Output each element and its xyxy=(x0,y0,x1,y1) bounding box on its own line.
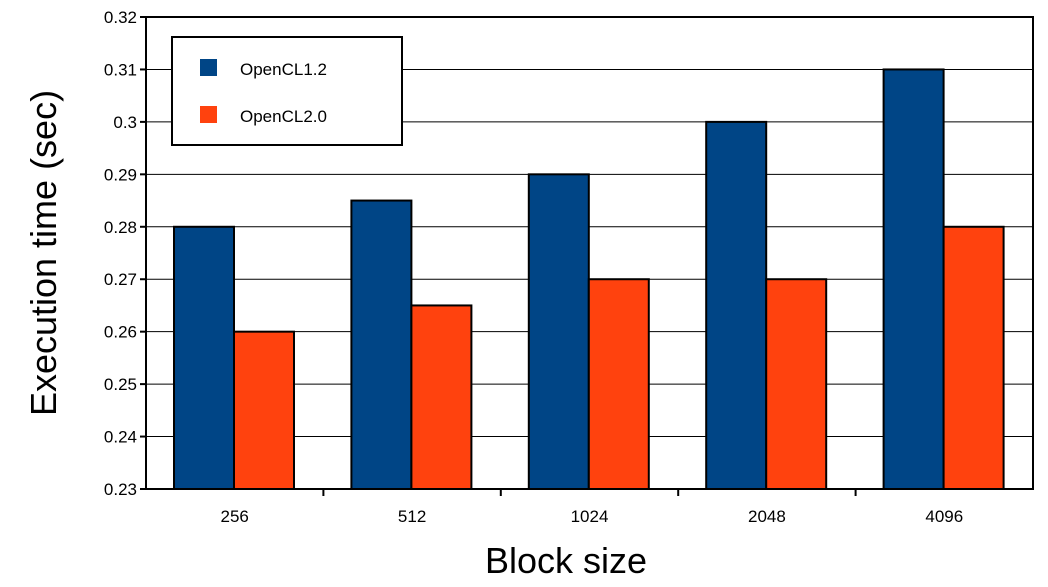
y-tick-label: 0.25 xyxy=(104,375,137,394)
x-axis-title: Block size xyxy=(485,540,647,581)
bar-opencl12-256 xyxy=(173,225,235,490)
bar-opencl12-512 xyxy=(350,199,413,491)
y-axis-title: Execution time (sec) xyxy=(23,90,64,416)
bar-opencl12-1024 xyxy=(527,173,590,490)
bar-opencl20-1024 xyxy=(587,278,650,490)
y-tick-label: 0.28 xyxy=(104,218,137,237)
y-tick-label: 0.27 xyxy=(104,270,137,289)
x-tick-label: 4096 xyxy=(925,507,963,526)
bar-opencl20-2048 xyxy=(765,278,828,490)
legend-swatch-opencl20 xyxy=(200,106,217,123)
legend: OpenCL1.2 OpenCL2.0 xyxy=(171,36,403,146)
axis-ticks xyxy=(140,16,857,496)
x-tick-label: 512 xyxy=(398,507,426,526)
legend-box xyxy=(171,36,403,146)
y-tick-label: 0.29 xyxy=(104,165,137,184)
bars xyxy=(173,68,1005,491)
y-tick-label: 0.23 xyxy=(104,480,137,499)
bar-opencl12-2048 xyxy=(705,120,768,490)
x-tick-label: 256 xyxy=(221,507,249,526)
bar-opencl12-4096 xyxy=(882,68,945,490)
bar-opencl20-4096 xyxy=(942,225,1005,490)
bar-opencl20-256 xyxy=(233,330,295,490)
y-tick-label: 0.24 xyxy=(104,428,137,447)
y-tick-label: 0.31 xyxy=(104,60,137,79)
y-tick-label: 0.3 xyxy=(113,113,137,132)
y-tick-labels: 0.23 0.24 0.25 0.26 0.27 0.28 0.29 0.3 0.31 0.32 xyxy=(104,8,137,499)
y-tick-label: 0.26 xyxy=(104,323,137,342)
x-tick-label: 2048 xyxy=(748,507,786,526)
bar-opencl20-512 xyxy=(410,304,473,491)
x-tick-labels: 256 512 1024 2048 4096 xyxy=(221,507,964,526)
legend-swatch-opencl12 xyxy=(200,59,217,76)
legend-label-opencl12: OpenCL1.2 xyxy=(240,60,327,79)
x-tick-label: 1024 xyxy=(571,507,609,526)
legend-label-opencl20: OpenCL2.0 xyxy=(240,107,327,126)
y-tick-label: 0.32 xyxy=(104,8,137,27)
plot-frame xyxy=(145,16,1034,490)
